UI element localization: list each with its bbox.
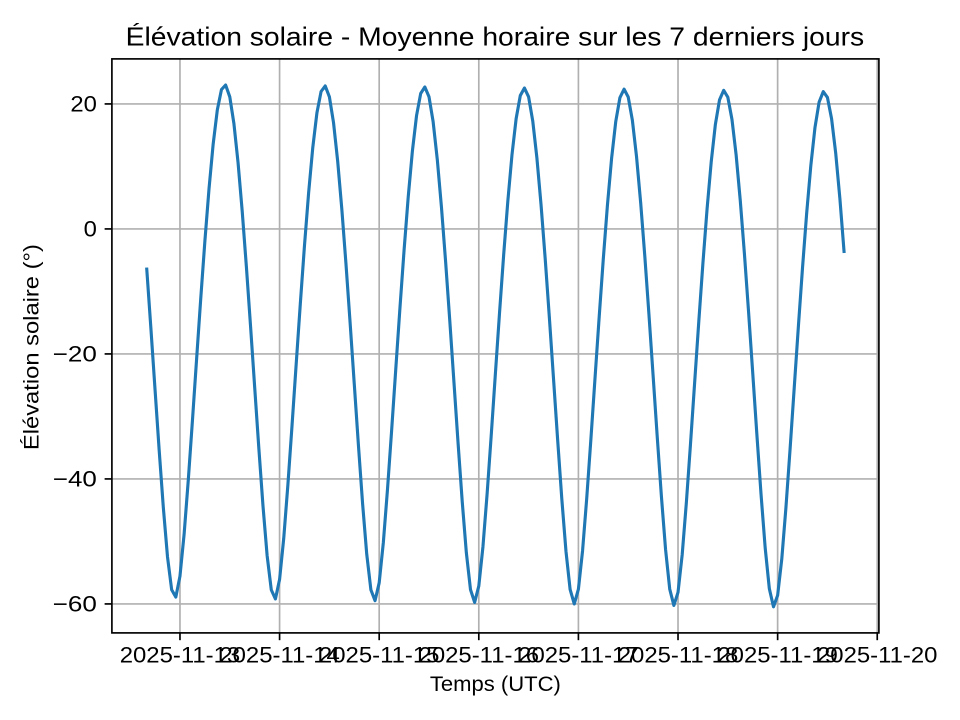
svg-text:−60: −60 bbox=[53, 591, 97, 616]
svg-text:2025-11-16: 2025-11-16 bbox=[419, 643, 540, 668]
svg-text:Élévation solaire (°): Élévation solaire (°) bbox=[19, 244, 44, 450]
svg-text:2025-11-13: 2025-11-13 bbox=[120, 643, 241, 668]
svg-text:2025-11-18: 2025-11-18 bbox=[618, 643, 739, 668]
svg-text:2025-11-15: 2025-11-15 bbox=[319, 643, 440, 668]
svg-text:20: 20 bbox=[70, 91, 97, 116]
svg-text:0: 0 bbox=[84, 216, 97, 241]
svg-text:−20: −20 bbox=[53, 341, 97, 366]
svg-text:Élévation solaire - Moyenne ho: Élévation solaire - Moyenne horaire sur … bbox=[126, 23, 865, 52]
svg-text:2025-11-17: 2025-11-17 bbox=[518, 643, 639, 668]
svg-text:2025-11-19: 2025-11-19 bbox=[717, 643, 838, 668]
svg-text:Temps (UTC): Temps (UTC) bbox=[430, 671, 561, 696]
svg-text:−40: −40 bbox=[53, 466, 97, 491]
svg-text:2025-11-14: 2025-11-14 bbox=[219, 643, 340, 668]
svg-text:2025-11-20: 2025-11-20 bbox=[817, 643, 938, 668]
